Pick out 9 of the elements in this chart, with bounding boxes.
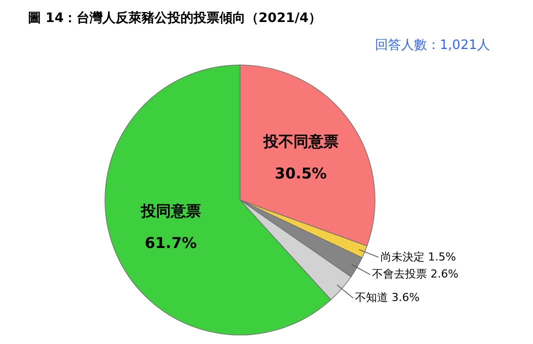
data-label: 30.5% (274, 164, 327, 182)
slice-label: 投同意票 (140, 202, 201, 220)
chart-title: 圖 14：台灣人反萊豬公投的投票傾向（2021/4） (28, 10, 322, 26)
slice-label: 尚未決定 1.5% (380, 250, 456, 264)
slice-label: 不知道 3.6% (355, 291, 420, 304)
slice-label: 不會去投票 2.6% (372, 268, 458, 280)
text: 回答人數：1,021人 (374, 38, 490, 53)
data-label: 61.7% (144, 234, 197, 252)
slice-label: 投不同意票 (262, 132, 338, 150)
